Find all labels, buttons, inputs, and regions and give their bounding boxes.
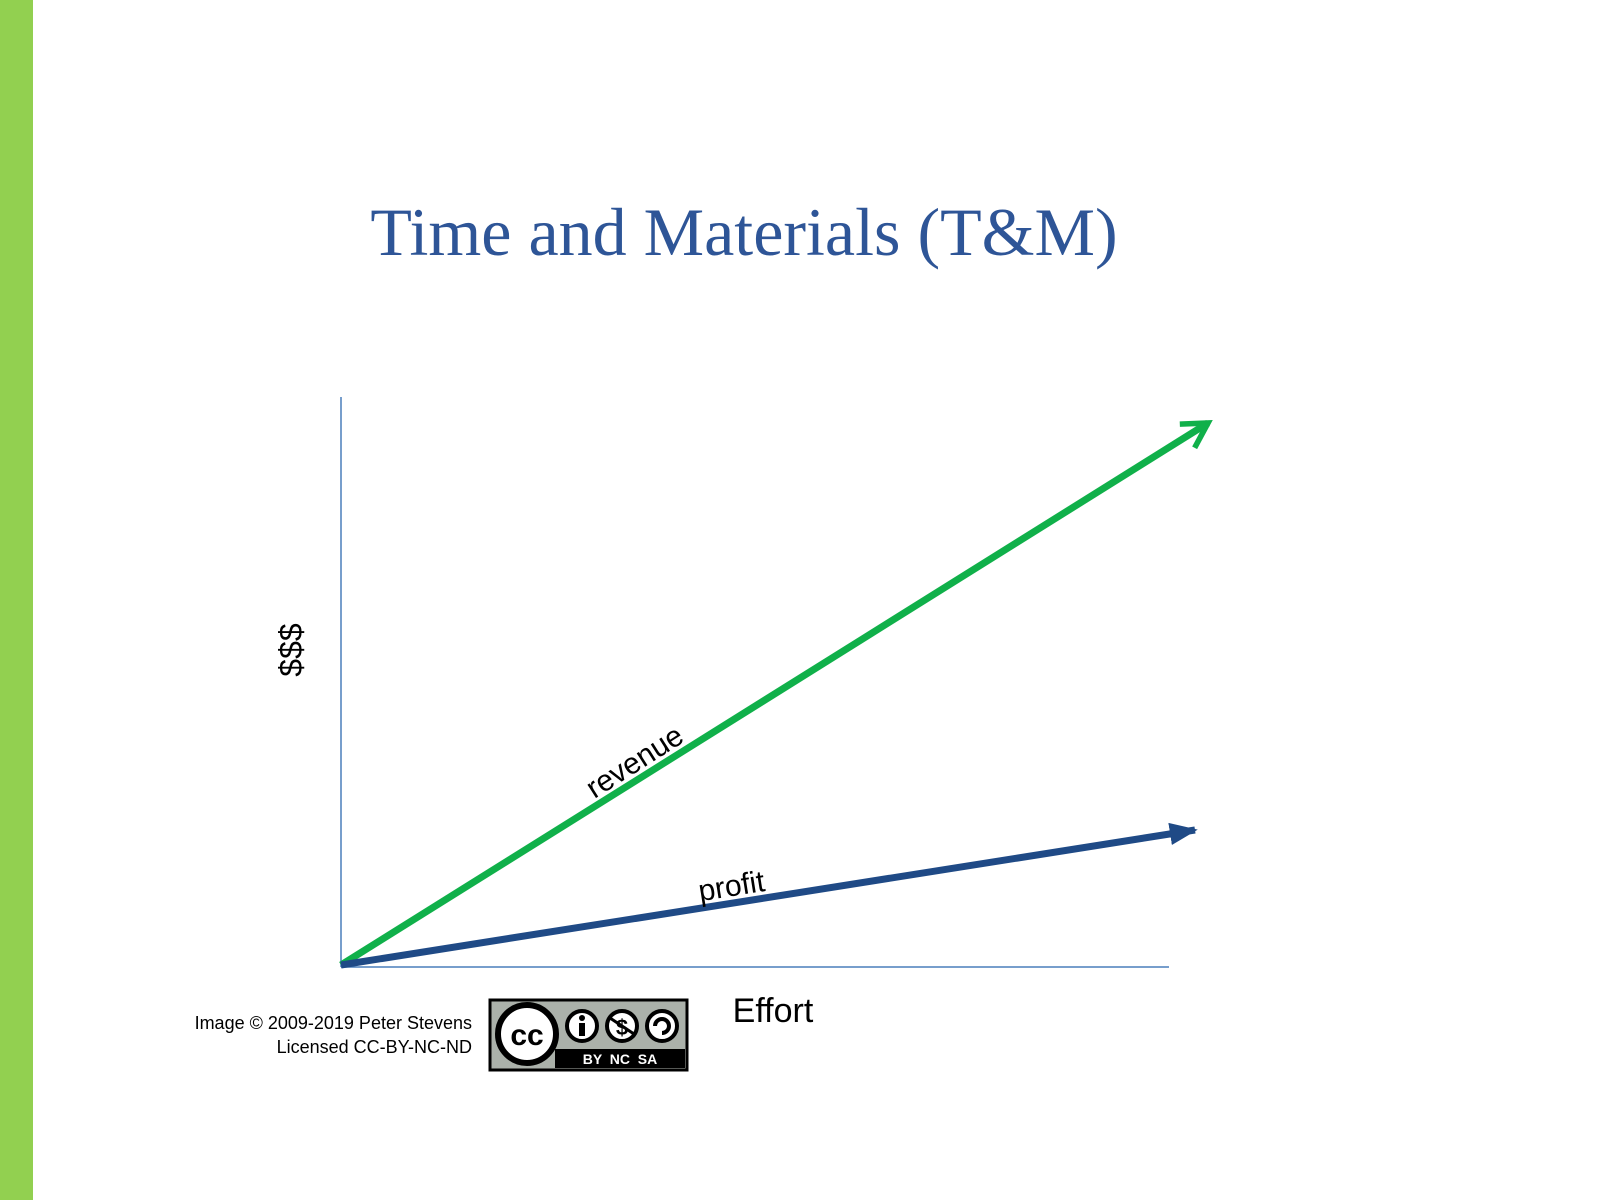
- title: Time and Materials (T&M): [370, 194, 1117, 270]
- accent-bar: [0, 0, 33, 1200]
- cc-logo: cc: [510, 1019, 543, 1052]
- x-axis-label: Effort: [733, 992, 814, 1030]
- y-axis-label: $$$: [273, 623, 309, 677]
- credit-line: Image © 2009-2019 Peter Stevens: [195, 1013, 472, 1033]
- cc-badge: cc $ BY NC SA: [488, 998, 689, 1072]
- arrow-label: revenue: [580, 719, 689, 805]
- revenue-arrow: [339, 420, 1213, 968]
- profit-arrow: [340, 822, 1198, 969]
- cc-terms: BY NC SA: [583, 1051, 657, 1067]
- credit-line: Licensed CC-BY-NC-ND: [277, 1037, 472, 1057]
